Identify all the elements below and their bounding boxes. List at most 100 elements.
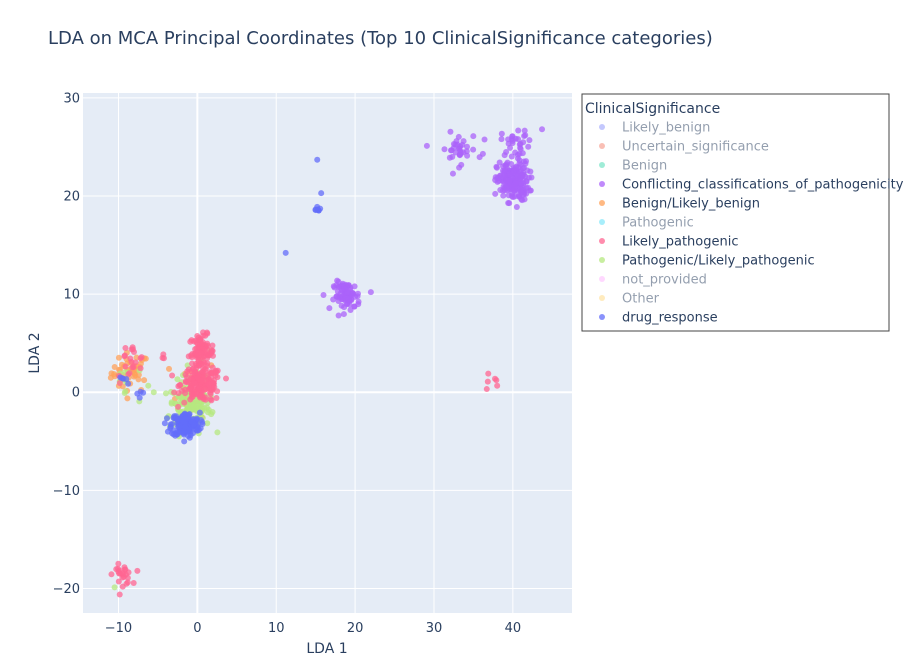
data-point <box>190 430 197 437</box>
legend-marker <box>599 257 605 263</box>
data-point <box>528 174 535 181</box>
data-point <box>335 312 342 319</box>
legend-item[interactable]: Benign <box>599 159 667 174</box>
data-point <box>169 372 176 379</box>
data-point <box>162 390 169 397</box>
data-point <box>181 438 188 445</box>
data-point <box>160 351 167 358</box>
data-point <box>209 364 216 371</box>
legend-item[interactable]: Other <box>599 292 660 307</box>
data-point <box>197 416 204 423</box>
data-point <box>189 360 196 367</box>
data-point <box>181 410 188 417</box>
data-point <box>175 403 182 410</box>
data-point <box>485 370 492 377</box>
data-point <box>514 173 521 180</box>
data-point <box>185 433 192 440</box>
data-point <box>447 128 454 135</box>
data-point <box>111 371 118 378</box>
legend-marker <box>599 181 605 187</box>
legend-item[interactable]: Likely_pathogenic <box>599 235 738 250</box>
data-point <box>449 170 456 177</box>
data-point <box>135 376 142 383</box>
data-point <box>181 399 188 406</box>
data-point <box>191 379 198 386</box>
data-point <box>515 136 522 143</box>
data-point <box>203 404 210 411</box>
data-point <box>178 387 185 394</box>
data-point <box>498 130 505 137</box>
legend-marker <box>599 124 605 130</box>
data-point <box>207 390 214 397</box>
legend-item[interactable]: Uncertain_significance <box>599 140 769 155</box>
data-point <box>340 311 347 318</box>
data-point <box>111 584 118 591</box>
data-point <box>186 385 193 392</box>
data-point <box>320 292 327 299</box>
x-tick-label: 10 <box>268 621 285 636</box>
data-point <box>116 591 123 598</box>
data-point <box>204 360 211 367</box>
legend-item[interactable]: Pathogenic/Likely_pathogenic <box>599 254 815 269</box>
data-point <box>137 388 144 395</box>
legend-item[interactable]: Benign/Likely_benign <box>599 197 760 212</box>
data-point <box>116 379 123 386</box>
data-point <box>205 352 212 359</box>
data-point <box>189 416 196 423</box>
data-point <box>509 140 516 147</box>
data-point <box>123 376 130 383</box>
y-tick-label: 30 <box>63 91 80 106</box>
data-point <box>184 378 191 385</box>
data-point <box>130 579 137 586</box>
data-point <box>501 152 508 159</box>
data-point <box>172 432 179 439</box>
data-point <box>194 374 201 381</box>
legend-marker <box>599 219 605 225</box>
data-point <box>441 146 448 153</box>
legend-item[interactable]: Likely_benign <box>599 121 710 136</box>
legend-label: drug_response <box>622 311 718 326</box>
data-point <box>503 182 510 189</box>
legend-label: Likely_benign <box>622 121 710 136</box>
data-point <box>525 143 532 150</box>
data-point <box>209 352 216 359</box>
data-point <box>354 293 361 300</box>
data-point <box>505 200 512 207</box>
x-tick-label: 20 <box>347 621 364 636</box>
y-tick-labels: −20 −10 0 10 20 30 <box>53 91 80 597</box>
data-point <box>175 424 182 431</box>
data-point <box>342 295 349 302</box>
data-point <box>175 383 182 390</box>
data-point <box>214 429 221 436</box>
data-point <box>122 363 129 370</box>
legend-label: Pathogenic/Likely_pathogenic <box>622 254 815 269</box>
data-point <box>209 347 216 354</box>
data-point <box>136 394 143 401</box>
data-point <box>464 152 471 159</box>
data-point <box>458 161 465 168</box>
legend-item[interactable]: Conflicting_classifications_of_pathogeni… <box>599 178 904 193</box>
data-point <box>513 203 520 210</box>
data-point <box>330 283 337 290</box>
legend-item[interactable]: Pathogenic <box>599 216 694 231</box>
y-tick-label: 10 <box>63 288 80 303</box>
legend-item[interactable]: not_provided <box>599 273 707 288</box>
data-point <box>318 190 325 197</box>
data-point <box>191 390 198 397</box>
legend-item[interactable]: drug_response <box>599 311 718 326</box>
x-tick-label: 30 <box>426 621 443 636</box>
chart-title: LDA on MCA Principal Coordinates (Top 10… <box>48 28 713 49</box>
data-point <box>349 290 356 297</box>
data-point <box>521 127 528 134</box>
data-point <box>498 136 505 143</box>
legend-marker <box>599 295 605 301</box>
data-point <box>493 377 500 384</box>
data-point <box>182 423 189 430</box>
data-point <box>196 409 203 416</box>
data-point <box>508 153 515 160</box>
data-point <box>124 395 131 402</box>
data-point <box>527 168 534 175</box>
data-point <box>423 142 430 149</box>
data-point <box>191 402 198 409</box>
